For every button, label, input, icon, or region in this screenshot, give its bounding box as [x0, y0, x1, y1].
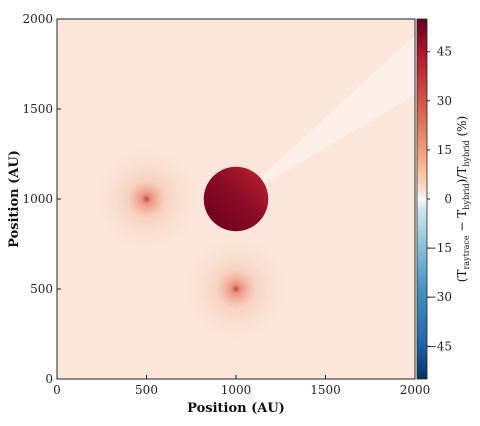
colorbar-tick-label: 45: [437, 45, 452, 59]
y-tick-label: 0: [45, 372, 53, 386]
x-tick-label: 0: [53, 383, 61, 397]
y-tick-label: 2000: [22, 12, 53, 26]
y-tick-label: 500: [30, 282, 53, 296]
colorbar-tick-label: −45: [427, 339, 452, 353]
colorbar-tick-label: −30: [427, 290, 452, 304]
central-disk: [203, 166, 269, 232]
x-tick-label: 2000: [400, 383, 431, 397]
colorbar-ticks: 45 30 15 0 −15 −30 −45: [427, 45, 452, 354]
colorbar-label-sub-hybrid: hybrid: [462, 183, 471, 209]
colorbar-label-mid: − T: [455, 210, 469, 236]
x-axis-ticks: 0 500 1000 1500 2000: [53, 375, 430, 397]
colorbar-label-sub-raytrace: raytrace: [462, 235, 471, 269]
point-source-2: [181, 234, 291, 344]
colorbar-tick-label: 0: [444, 192, 452, 206]
shadow-wedge: [236, 35, 415, 200]
plot-area: [57, 19, 415, 379]
colorbar-tick-label: 30: [437, 94, 452, 108]
y-axis-label: Position (AU): [7, 150, 22, 248]
y-tick-label: 1000: [22, 192, 53, 206]
point-source-1: [91, 144, 202, 254]
colorbar-label-mid2: )/T: [455, 167, 469, 184]
x-tick-label: 500: [135, 383, 158, 397]
colorbar-tick-label: −15: [427, 241, 452, 255]
x-tick-label: 1000: [221, 383, 252, 397]
colorbar-label-tail: (%): [455, 116, 469, 141]
colorbar-tick-label: 15: [437, 143, 452, 157]
colorbar-label: (Traytrace − Thybrid)/Thybrid (%): [455, 116, 471, 282]
colorbar: [416, 18, 428, 380]
x-axis-label: Position (AU): [187, 401, 285, 416]
y-axis-ticks: 0 500 1000 1500 2000: [22, 12, 61, 386]
colorbar-label-main: (T: [455, 270, 469, 283]
y-tick-label: 1500: [22, 102, 53, 116]
colorbar-label-sub-hybrid-2: hybrid: [462, 140, 471, 166]
x-tick-label: 1500: [310, 383, 341, 397]
